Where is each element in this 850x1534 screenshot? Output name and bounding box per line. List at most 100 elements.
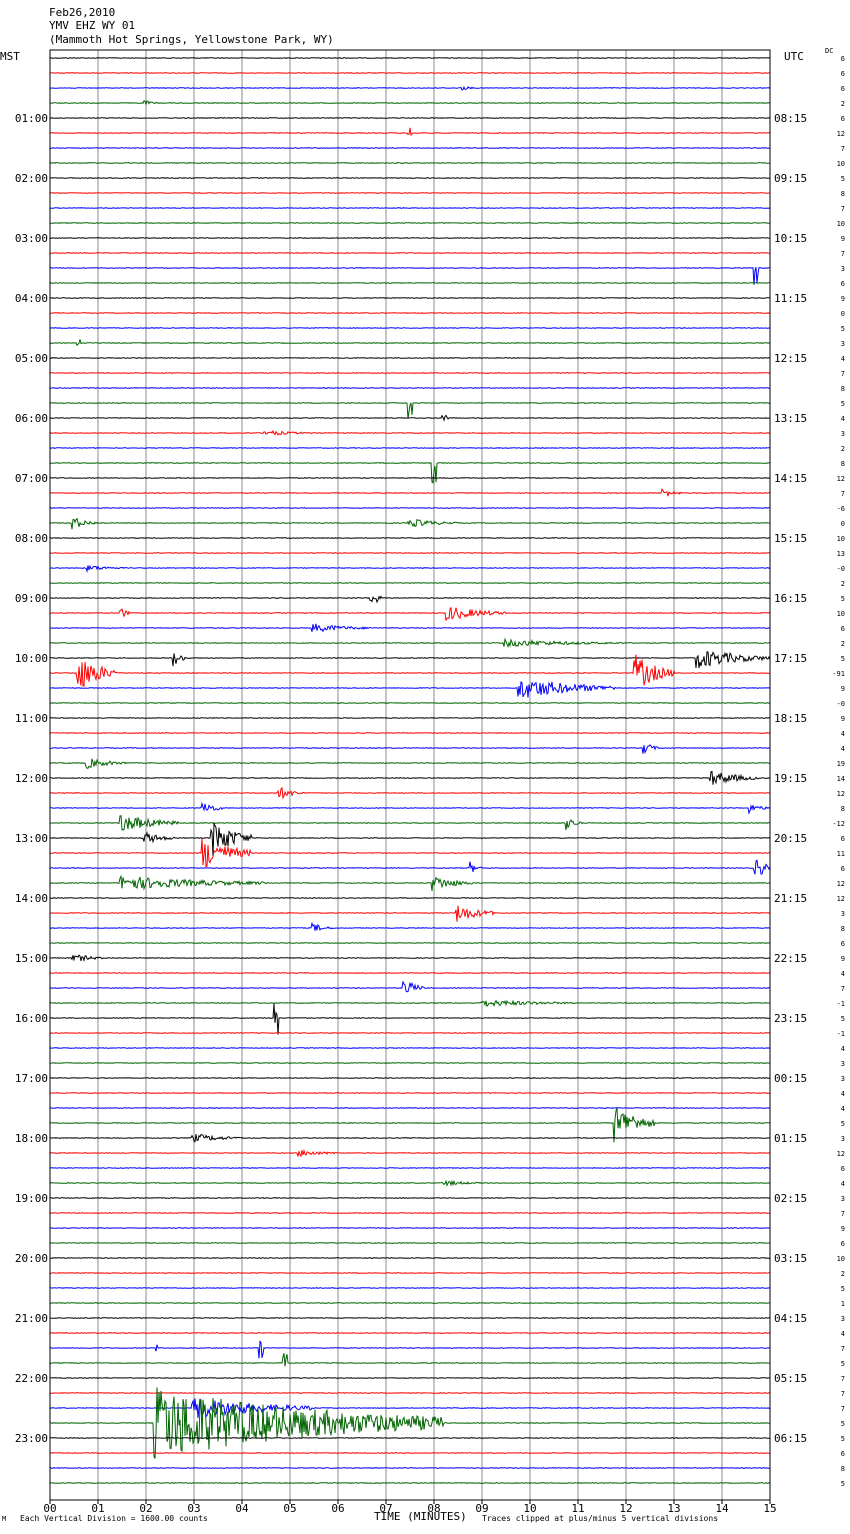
dc-offset-label: 7 bbox=[841, 370, 845, 378]
dc-offset-label: 6 bbox=[841, 55, 845, 63]
seismic-trace bbox=[49, 339, 771, 347]
seismic-trace bbox=[49, 127, 771, 137]
dc-offset-label: 6 bbox=[841, 115, 845, 123]
seismic-trace bbox=[49, 1392, 771, 1394]
x-tick-label: 01 bbox=[91, 1502, 104, 1515]
utc-hour-label: 05:15 bbox=[774, 1372, 807, 1385]
seismic-trace bbox=[49, 1242, 770, 1244]
utc-hour-label: 06:15 bbox=[774, 1432, 807, 1445]
seismic-trace bbox=[49, 207, 771, 209]
dc-offset-label: -0 bbox=[837, 700, 845, 708]
dc-offset-label: 1 bbox=[841, 1300, 845, 1308]
seismic-trace bbox=[49, 147, 771, 149]
seismic-trace bbox=[49, 1092, 771, 1094]
dc-offset-label: 9 bbox=[841, 235, 845, 243]
x-tick-label: 08 bbox=[427, 1502, 440, 1515]
dc-offset-label: 7 bbox=[841, 250, 845, 258]
dc-offset-label: -1 bbox=[837, 1000, 845, 1008]
x-tick-label: 10 bbox=[523, 1502, 536, 1515]
seismic-trace bbox=[49, 732, 771, 734]
dc-offset-label: 8 bbox=[841, 460, 845, 468]
dc-offset-label: 7 bbox=[841, 1345, 845, 1353]
dc-offset-label: 4 bbox=[841, 1180, 845, 1188]
dc-offset-label: 13 bbox=[837, 550, 845, 558]
seismic-trace bbox=[49, 429, 771, 436]
dc-offset-label: 2 bbox=[841, 100, 845, 108]
seismic-trace bbox=[50, 564, 771, 574]
seismic-trace bbox=[49, 517, 771, 530]
seismic-trace bbox=[50, 606, 771, 621]
dc-offset-label: 6 bbox=[841, 1240, 845, 1248]
dc-offset-label: -1 bbox=[837, 1030, 845, 1038]
x-tick-label: 09 bbox=[475, 1502, 488, 1515]
dc-offset-label: 10 bbox=[837, 220, 845, 228]
mst-hour-label: 14:00 bbox=[15, 892, 48, 905]
dc-offset-label: 0 bbox=[841, 520, 845, 528]
dc-offset-label: 6 bbox=[841, 1450, 845, 1458]
seismic-trace bbox=[49, 1287, 770, 1289]
seismic-trace bbox=[49, 414, 771, 422]
seismic-trace bbox=[49, 786, 771, 800]
dc-offset-label: 7 bbox=[841, 205, 845, 213]
dc-offset-label: 4 bbox=[841, 355, 845, 363]
seismic-trace bbox=[49, 1179, 771, 1187]
x-tick-label: 02 bbox=[139, 1502, 152, 1515]
seismic-trace bbox=[49, 1257, 771, 1259]
utc-hour-label: 21:15 bbox=[774, 892, 807, 905]
dc-offset-label: 4 bbox=[841, 415, 845, 423]
seismic-trace bbox=[49, 801, 771, 815]
utc-hour-label: 12:15 bbox=[774, 352, 807, 365]
seismic-trace bbox=[49, 1377, 771, 1379]
utc-hour-label: 02:15 bbox=[774, 1192, 807, 1205]
dc-title: DC bbox=[825, 47, 834, 55]
utc-hour-label: 23:15 bbox=[774, 1012, 807, 1025]
seismic-trace bbox=[49, 312, 771, 314]
seismic-trace bbox=[49, 1167, 771, 1169]
utc-hour-label: 09:15 bbox=[774, 172, 807, 185]
seismic-trace bbox=[49, 681, 771, 698]
seismic-trace bbox=[49, 942, 771, 944]
mst-hour-label: 11:00 bbox=[15, 712, 48, 725]
seismic-trace bbox=[50, 552, 771, 554]
seismic-trace bbox=[49, 859, 771, 875]
seismic-trace bbox=[50, 815, 771, 831]
x-tick-label: 12 bbox=[619, 1502, 632, 1515]
seismic-trace bbox=[49, 1340, 771, 1359]
dc-offset-label: 3 bbox=[841, 1195, 845, 1203]
utc-hour-label: 17:15 bbox=[774, 652, 807, 665]
dc-offset-label: -91 bbox=[832, 670, 845, 678]
utc-hour-label: 08:15 bbox=[774, 112, 807, 125]
dc-offset-label: 5 bbox=[841, 1285, 845, 1293]
dc-offset-label: 5 bbox=[841, 1015, 845, 1023]
seismic-trace bbox=[49, 1332, 770, 1334]
dc-offset-label: 3 bbox=[841, 910, 845, 918]
seismic-trace bbox=[49, 1077, 771, 1079]
dc-offset-label: 6 bbox=[841, 1165, 845, 1173]
seismic-trace bbox=[49, 1482, 771, 1484]
dc-offset-label: 6 bbox=[841, 85, 845, 93]
seismic-trace bbox=[49, 266, 770, 285]
dc-offset-label: 3 bbox=[841, 1075, 845, 1083]
seismic-trace bbox=[49, 758, 771, 769]
dc-offset-label: 6 bbox=[841, 865, 845, 873]
station-code: YMV EHZ WY 01 bbox=[49, 19, 136, 32]
mst-hour-label: 18:00 bbox=[15, 1132, 48, 1145]
dc-offset-label: 4 bbox=[841, 1090, 845, 1098]
mst-hour-label: 21:00 bbox=[15, 1312, 48, 1325]
utc-hour-label: 13:15 bbox=[774, 412, 807, 425]
left-axis-title: MST bbox=[0, 50, 20, 63]
seismic-trace bbox=[50, 637, 771, 648]
mst-hour-label: 10:00 bbox=[15, 652, 48, 665]
dc-offset-label: 6 bbox=[841, 280, 845, 288]
x-tick-label: 07 bbox=[379, 1502, 392, 1515]
utc-hour-label: 11:15 bbox=[774, 292, 807, 305]
axis-labels: 01:00 02:00 03:00 04:00 05:00 06:00 07:00 08:00… bbox=[15, 55, 845, 1515]
seismic-trace bbox=[49, 72, 771, 74]
dc-offset-label: 10 bbox=[837, 535, 845, 543]
mst-hour-label: 19:00 bbox=[15, 1192, 48, 1205]
seismic-trace bbox=[49, 297, 771, 299]
seismic-trace bbox=[49, 981, 770, 993]
dc-offset-label: 4 bbox=[841, 745, 845, 753]
utc-hour-label: 22:15 bbox=[774, 952, 807, 965]
dc-offset-label: 5 bbox=[841, 1120, 845, 1128]
